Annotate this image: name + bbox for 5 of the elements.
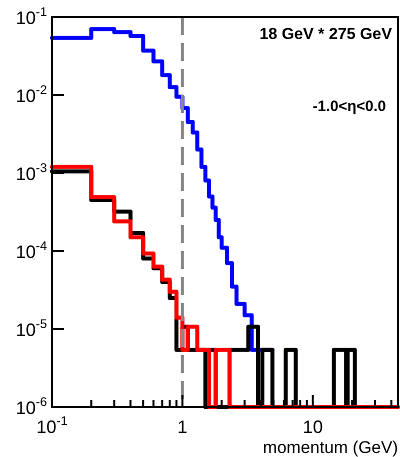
x-tick-label: 1 — [177, 417, 188, 437]
annotation: -1.0<η<0.0 — [312, 98, 386, 115]
x-axis-title: momentum (GeV) — [262, 438, 398, 457]
annotation: 18 GeV * 275 GeV — [259, 26, 392, 43]
x-tick-label: 10 — [302, 417, 323, 437]
